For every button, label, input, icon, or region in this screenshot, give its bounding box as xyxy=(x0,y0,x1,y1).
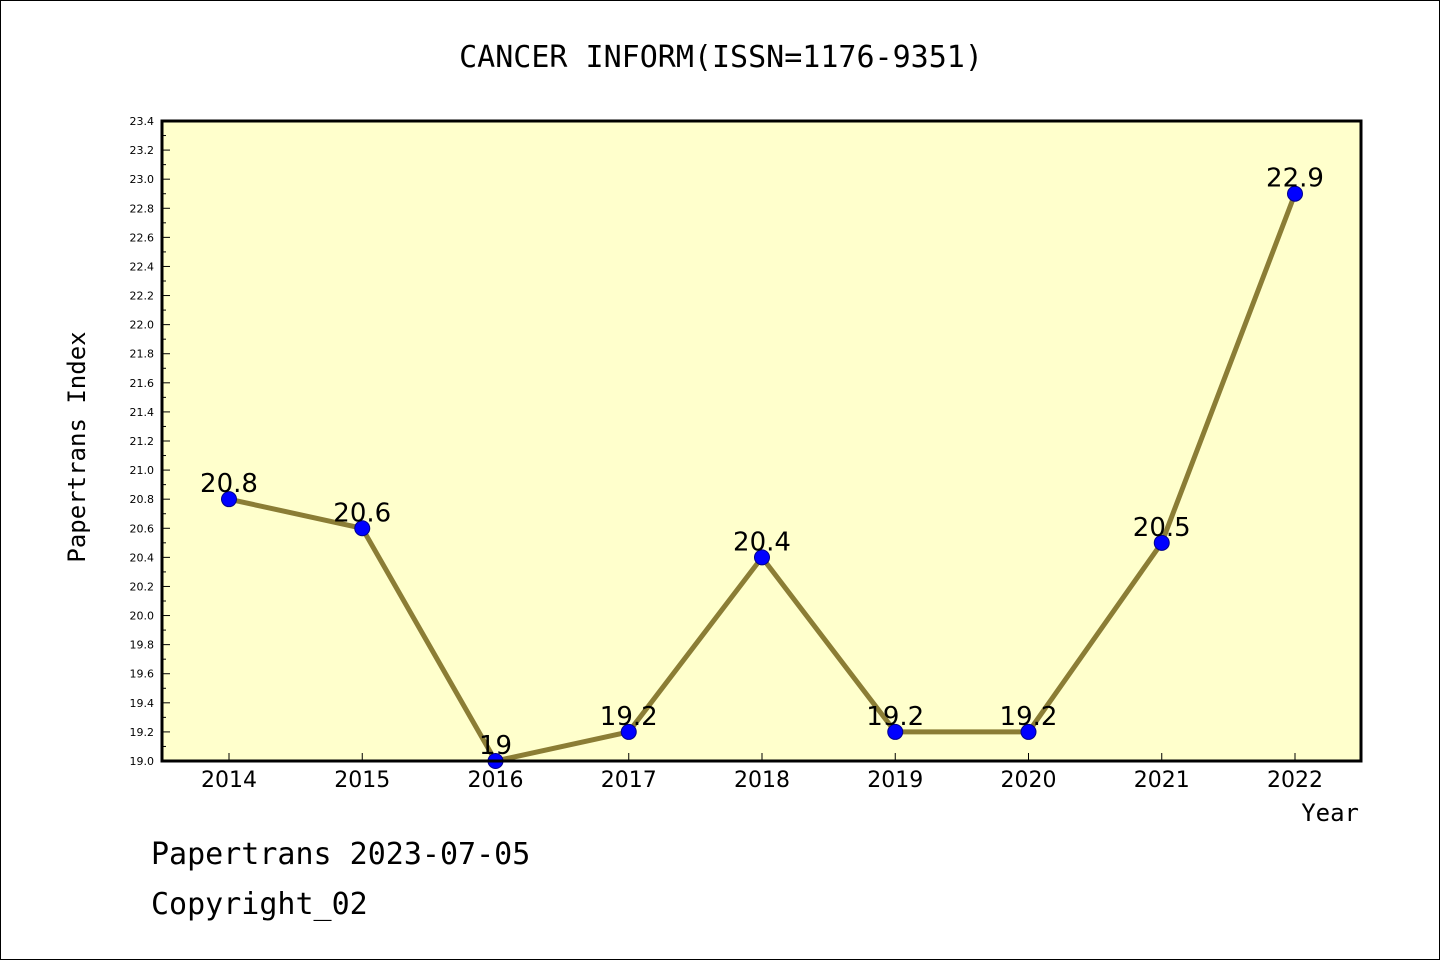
data-label: 19.2 xyxy=(866,702,924,732)
x-axis-ticks: 2014 2015 2016 2017 2018 2019 2020 2021 2022 xyxy=(201,753,1323,793)
y-tick-label: 23.2 xyxy=(130,144,155,157)
data-point xyxy=(354,520,371,537)
data-point xyxy=(1287,185,1303,202)
x-tick-label: 2019 xyxy=(867,768,923,793)
data-point xyxy=(620,723,637,740)
footer-date: Papertrans 2023-07-05 xyxy=(151,837,530,872)
y-tick-label: 21.6 xyxy=(130,377,155,390)
x-tick-label: 2017 xyxy=(601,768,657,793)
data-label: 19.2 xyxy=(1000,702,1058,732)
y-tick-label: 19.8 xyxy=(130,639,155,652)
data-label: 20.5 xyxy=(1133,513,1191,543)
y-tick-label: 20.6 xyxy=(130,522,155,535)
y-tick-label: 21.0 xyxy=(130,464,155,477)
data-label: 22.9 xyxy=(1266,164,1324,194)
y-tick-label: 22.8 xyxy=(130,202,155,215)
y-tick-label: 23.4 xyxy=(130,115,155,128)
y-tick-label: 22.0 xyxy=(130,319,155,332)
data-point xyxy=(1020,723,1037,740)
x-tick-label: 2014 xyxy=(201,768,257,793)
x-tick-label: 2015 xyxy=(334,768,390,793)
y-tick-label: 21.2 xyxy=(130,435,155,448)
footer-copyright: Copyright_02 xyxy=(151,887,368,922)
plot-border xyxy=(160,119,1363,763)
x-tick-label: 2020 xyxy=(1001,768,1057,793)
x-tick-label: 2016 xyxy=(468,768,524,793)
y-tick-label: 22.6 xyxy=(130,231,155,244)
plot-area xyxy=(162,121,1361,761)
y-tick-label: 20.4 xyxy=(130,551,155,564)
y-tick-label: 19.0 xyxy=(130,755,155,768)
y-tick-label: 19.2 xyxy=(130,726,155,739)
x-axis-label: Year xyxy=(1301,799,1359,827)
data-point xyxy=(221,491,237,508)
y-tick-label: 21.4 xyxy=(130,406,155,419)
data-point xyxy=(1153,534,1170,551)
data-label: 19 xyxy=(479,731,512,761)
data-label: 19.2 xyxy=(600,702,658,732)
chart-title: CANCER INFORM(ISSN=1176-9351) xyxy=(459,40,983,75)
y-tick-label: 19.4 xyxy=(130,697,155,710)
data-label: 20.4 xyxy=(733,527,791,557)
x-tick-label: 2022 xyxy=(1267,768,1323,793)
x-tick-label: 2018 xyxy=(734,768,790,793)
y-tick-label: 23.0 xyxy=(130,173,155,186)
y-tick-label: 22.2 xyxy=(130,290,155,303)
y-tick-label: 20.2 xyxy=(130,580,155,593)
y-tick-label: 20.8 xyxy=(130,493,155,506)
data-labels: 20.8 20.6 19 19.2 20.4 19.2 19.2 20.5 22.9 xyxy=(200,164,1324,761)
y-tick-label: 20.0 xyxy=(130,610,155,623)
data-label: 20.8 xyxy=(200,469,258,499)
y-axis-label: Papertrans Index xyxy=(63,331,91,562)
data-label: 20.6 xyxy=(333,498,391,528)
x-tick-label: 2021 xyxy=(1134,768,1190,793)
data-point xyxy=(754,549,770,566)
y-tick-label: 22.4 xyxy=(130,260,155,273)
data-markers xyxy=(221,185,1303,769)
y-tick-label: 21.8 xyxy=(130,348,155,361)
y-axis-ticks: 19.0 19.2 19.4 19.6 19.8 20.0 20.2 20.4 20.6 20.8… xyxy=(130,115,170,768)
y-tick-label: 19.6 xyxy=(130,668,155,681)
data-point xyxy=(887,723,904,740)
